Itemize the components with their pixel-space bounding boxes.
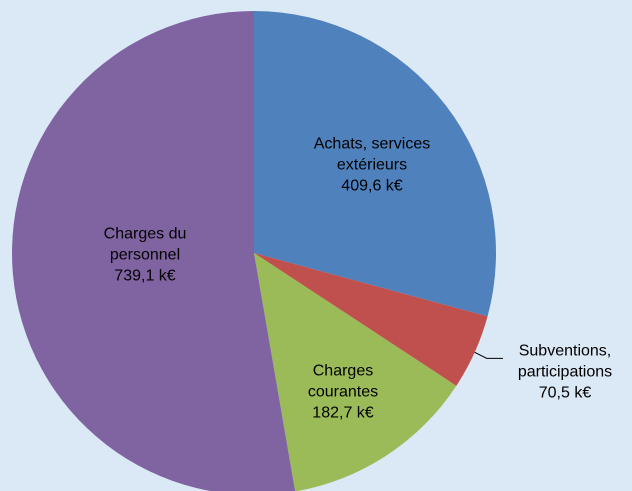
slice-category: Charges du personnel: [103, 225, 187, 264]
slice-value: 739,1 k€: [114, 267, 176, 285]
slice-category: Subventions, participations: [517, 342, 613, 381]
slice-value: 409,6 k€: [341, 177, 403, 195]
pie-slice: [254, 253, 488, 386]
slice-category: Charges courantes: [307, 362, 379, 401]
slice-value: 182,7 k€: [312, 404, 374, 422]
slice-label: Achats, services extérieurs 409,6 k€: [297, 134, 447, 197]
pie-slice: [254, 11, 496, 317]
pie-slice: [254, 253, 457, 491]
slice-label: Charges courantes 182,7 k€: [296, 361, 391, 424]
slice-label: Subventions, participations 70,5 k€: [500, 341, 630, 404]
slice-value: 70,5 k€: [538, 384, 592, 402]
slice-category: Achats, services extérieurs: [313, 135, 431, 174]
slice-label: Charges du personnel 739,1 k€: [93, 224, 198, 287]
pie-slice: [12, 11, 296, 491]
leader-line: [474, 351, 503, 359]
